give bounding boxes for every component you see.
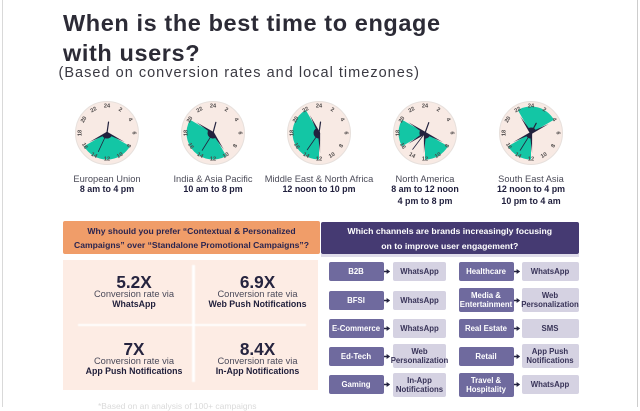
svg-text:12: 12: [104, 156, 110, 162]
svg-text:2: 2: [223, 107, 229, 114]
svg-text:14: 14: [90, 152, 99, 161]
svg-text:12: 12: [528, 156, 534, 162]
svg-text:24: 24: [422, 104, 429, 110]
svg-text:24: 24: [210, 104, 217, 110]
svg-text:22: 22: [514, 106, 522, 114]
svg-text:10: 10: [328, 152, 336, 160]
svg-text:6: 6: [130, 131, 136, 134]
svg-text:2: 2: [329, 107, 335, 114]
svg-text:20: 20: [398, 116, 406, 124]
svg-text:4: 4: [126, 117, 133, 123]
svg-text:16: 16: [186, 142, 194, 150]
svg-text:8: 8: [444, 143, 451, 149]
svg-text:12: 12: [422, 156, 428, 162]
svg-text:16: 16: [80, 142, 88, 150]
svg-text:10: 10: [222, 152, 230, 160]
svg-text:22: 22: [408, 106, 416, 114]
svg-text:24: 24: [528, 104, 535, 110]
svg-text:8: 8: [232, 143, 239, 149]
svg-text:18: 18: [502, 130, 508, 136]
svg-text:14: 14: [196, 152, 205, 161]
svg-text:4: 4: [338, 117, 345, 123]
svg-text:20: 20: [186, 116, 194, 124]
svg-text:18: 18: [396, 130, 402, 136]
svg-text:16: 16: [398, 142, 406, 150]
svg-text:2: 2: [117, 107, 123, 114]
svg-text:6: 6: [342, 131, 348, 134]
svg-text:22: 22: [196, 106, 204, 114]
svg-text:10: 10: [116, 152, 124, 160]
svg-text:16: 16: [292, 142, 300, 150]
svg-text:22: 22: [302, 106, 310, 114]
svg-text:18: 18: [78, 130, 84, 136]
svg-text:24: 24: [316, 104, 323, 110]
svg-text:24: 24: [104, 104, 111, 110]
svg-text:14: 14: [408, 152, 417, 161]
svg-text:10: 10: [540, 152, 548, 160]
svg-text:20: 20: [504, 116, 512, 124]
svg-text:8: 8: [550, 143, 557, 149]
svg-text:22: 22: [90, 106, 98, 114]
svg-text:4: 4: [550, 117, 557, 123]
svg-text:6: 6: [448, 131, 454, 134]
svg-text:20: 20: [292, 116, 300, 124]
svg-text:18: 18: [184, 130, 190, 136]
svg-text:18: 18: [290, 130, 296, 136]
svg-text:6: 6: [236, 131, 242, 134]
svg-text:14: 14: [302, 152, 311, 161]
svg-text:16: 16: [504, 142, 512, 150]
svg-text:2: 2: [435, 107, 441, 114]
svg-text:8: 8: [338, 143, 345, 149]
svg-text:8: 8: [126, 143, 133, 149]
svg-text:2: 2: [541, 107, 547, 114]
svg-text:10: 10: [434, 152, 442, 160]
svg-text:14: 14: [514, 152, 523, 161]
svg-text:4: 4: [444, 117, 451, 123]
svg-text:12: 12: [316, 156, 322, 162]
svg-text:12: 12: [210, 156, 216, 162]
svg-text:4: 4: [232, 117, 239, 123]
svg-text:6: 6: [554, 131, 560, 134]
svg-text:20: 20: [80, 116, 88, 124]
